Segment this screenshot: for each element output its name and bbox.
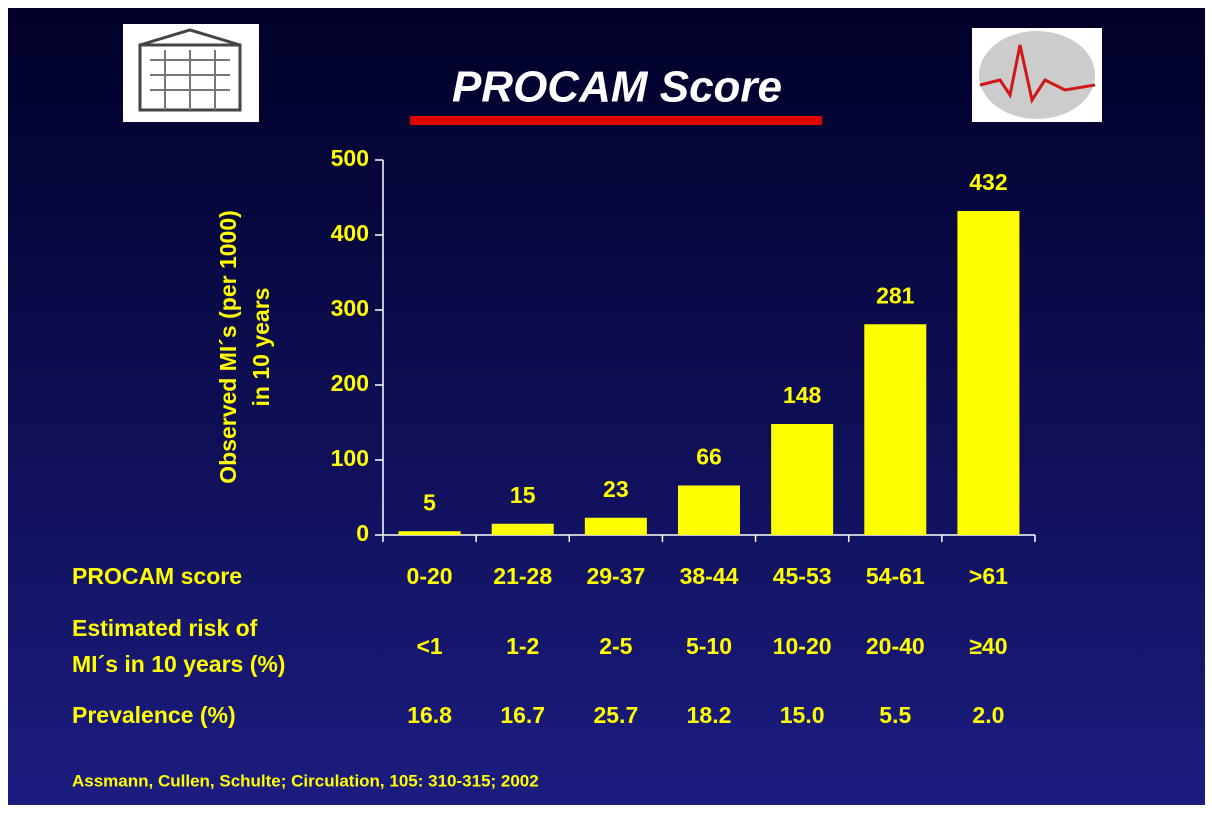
x-tick-label: 21-28 — [493, 563, 552, 589]
table-cell: 5-10 — [686, 633, 732, 659]
bar — [771, 424, 834, 535]
y-tick-label: 400 — [331, 220, 369, 246]
background — [8, 8, 1205, 805]
row-label: PROCAM score — [72, 563, 242, 589]
table-cell: 10-20 — [773, 633, 832, 659]
title: PROCAM Score — [452, 63, 782, 112]
logo-left — [123, 24, 259, 122]
table-cell: ≥40 — [969, 633, 1007, 659]
x-tick-label: 54-61 — [866, 563, 925, 589]
x-tick-label: 45-53 — [773, 563, 832, 589]
data-label: 23 — [603, 476, 629, 502]
row-label: MI´s in 10 years (%) — [72, 651, 285, 677]
bar — [398, 531, 461, 535]
row-label: Estimated risk of — [72, 615, 258, 641]
table-cell: 16.7 — [500, 702, 545, 728]
data-label: 66 — [696, 444, 722, 470]
bar — [584, 517, 647, 535]
y-tick-label: 500 — [331, 145, 369, 171]
y-tick-label: 100 — [331, 445, 369, 471]
data-label: 148 — [783, 382, 822, 408]
data-label: 432 — [969, 169, 1007, 195]
y-axis-label: Observed MI´s (per 1000) — [215, 210, 241, 484]
bar — [957, 211, 1020, 535]
table-cell: 16.8 — [407, 702, 452, 728]
x-tick-label: >61 — [969, 563, 1008, 589]
citation: Assmann, Cullen, Schulte; Circulation, 1… — [72, 771, 539, 790]
table-cell: 2.0 — [972, 702, 1004, 728]
data-label: 15 — [510, 482, 536, 508]
y-tick-label: 200 — [331, 370, 369, 396]
title-underline — [410, 116, 822, 125]
x-tick-label: 38-44 — [680, 563, 739, 589]
table-cell: <1 — [416, 633, 442, 659]
table-cell: 18.2 — [687, 702, 732, 728]
bar — [864, 324, 927, 535]
table-cell: 25.7 — [593, 702, 638, 728]
logo-right — [972, 28, 1102, 122]
data-label: 5 — [423, 489, 436, 515]
y-axis-label: in 10 years — [248, 288, 274, 407]
bar — [491, 523, 554, 535]
y-tick-label: 0 — [356, 520, 369, 546]
table-cell: 5.5 — [879, 702, 911, 728]
table-cell: 20-40 — [866, 633, 925, 659]
x-tick-label: 29-37 — [586, 563, 645, 589]
table-cell: 2-5 — [599, 633, 632, 659]
table-cell: 1-2 — [506, 633, 539, 659]
x-tick-label: 0-20 — [407, 563, 453, 589]
row-label: Prevalence (%) — [72, 702, 236, 728]
y-tick-label: 300 — [331, 295, 369, 321]
data-label: 281 — [876, 282, 915, 308]
bar — [678, 485, 740, 535]
table-cell: 15.0 — [780, 702, 825, 728]
